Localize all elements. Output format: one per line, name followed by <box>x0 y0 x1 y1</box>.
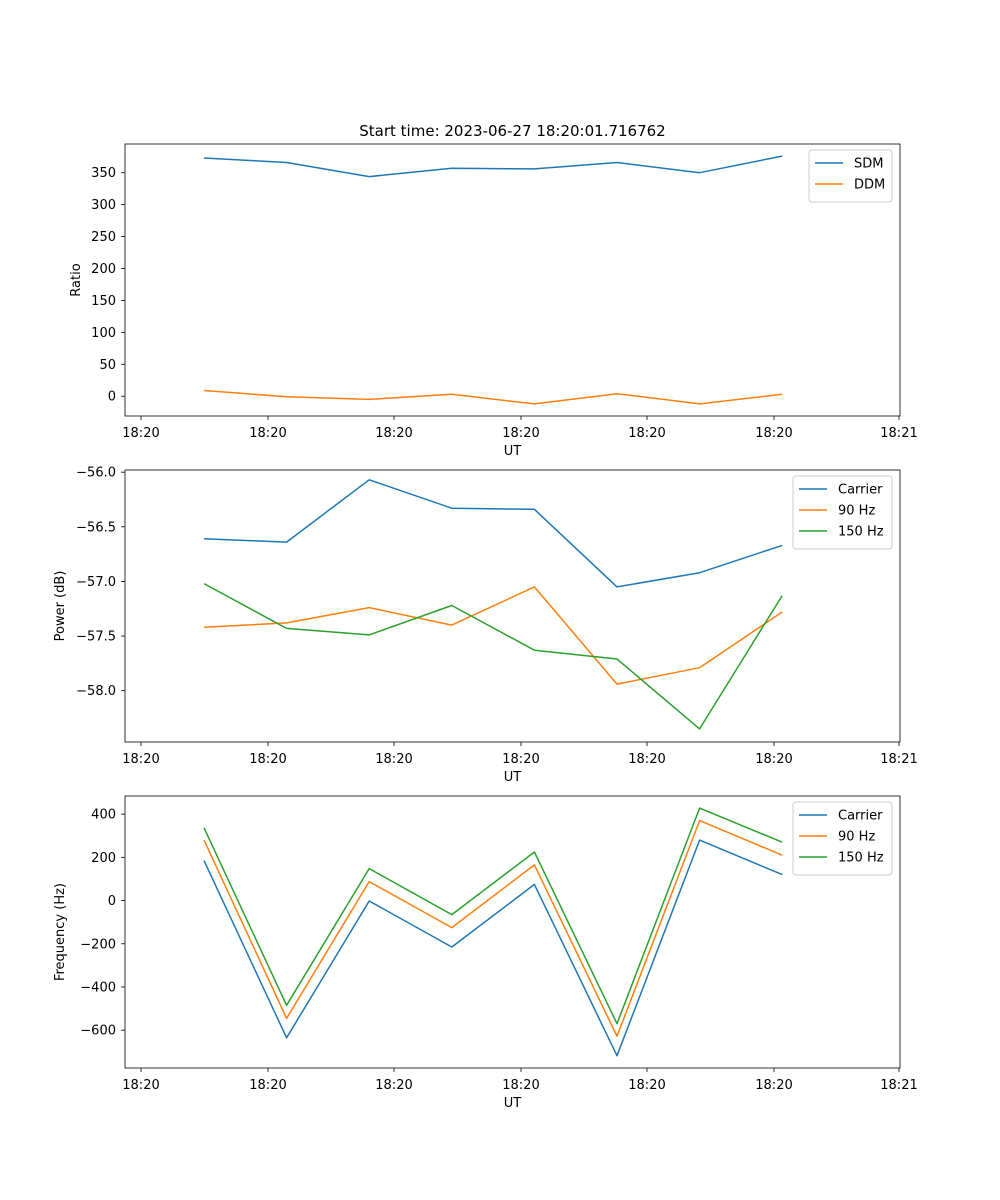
frequency-legend-label: 90 Hz <box>838 830 875 845</box>
frequency-legend: Carrier 90 Hz 150 Hz <box>792 801 893 876</box>
ratio-legend-label: SDM <box>854 157 883 172</box>
ratio-y-tick-label: 50 <box>99 358 116 373</box>
power-x-tick-label: 18:20 <box>122 752 159 767</box>
ratio-series-ddm-line <box>203 389 783 405</box>
frequency-y-tick-label: −400 <box>80 980 116 995</box>
frequency-y-tick-label: 200 <box>91 851 116 866</box>
ratio-x-tick-label: 18:20 <box>375 426 412 441</box>
power-x-tick-label: 18:20 <box>755 752 792 767</box>
frequency-legend-label: Carrier <box>838 809 883 824</box>
ratio-panel: 18:20 18:20 18:20 18:20 18:20 18:20 18:21 0 50 10… <box>69 143 918 459</box>
frequency-series-150-hz-line <box>203 807 783 1025</box>
frequency-x-axis-label: UT <box>504 1096 522 1111</box>
ratio-x-axis-label: UT <box>504 444 522 459</box>
frequency-series-carrier-line <box>203 839 783 1057</box>
power-series-90-hz-line <box>203 586 783 685</box>
ratio-x-tick-label: 18:20 <box>755 426 792 441</box>
ratio-x-tick-label: 18:21 <box>880 426 917 441</box>
power-x-tick-label: 18:20 <box>375 752 412 767</box>
frequency-x-tick-label: 18:20 <box>502 1078 539 1093</box>
ratio-legend: SDM DDM <box>808 149 893 203</box>
power-series-150-hz-line <box>203 582 783 730</box>
ratio-y-tick-label: 350 <box>91 166 116 181</box>
power-legend-label: 90 Hz <box>838 504 875 519</box>
power-legend-label: Carrier <box>838 483 883 498</box>
frequency-x-tick-label: 18:20 <box>122 1078 159 1093</box>
ratio-y-tick-label: 150 <box>91 294 116 309</box>
frequency-y-tick-label: 0 <box>108 894 116 909</box>
frequency-series-90-hz-line <box>203 819 783 1037</box>
frequency-x-tick-label: 18:20 <box>755 1078 792 1093</box>
power-legend-label: 150 Hz <box>838 525 884 540</box>
power-y-tick-label: −56.0 <box>76 466 116 481</box>
ratio-x-tick-label: 18:20 <box>502 426 539 441</box>
ratio-y-tick-label: 250 <box>91 230 116 245</box>
frequency-y-tick-label: −200 <box>80 937 116 952</box>
power-x-tick-label: 18:20 <box>628 752 665 767</box>
power-legend: Carrier 90 Hz 150 Hz <box>792 475 893 550</box>
power-series-carrier-line <box>203 479 783 588</box>
frequency-axes-frame <box>124 795 901 1069</box>
power-x-axis-label: UT <box>504 770 522 785</box>
ratio-y-tick-label: 100 <box>91 326 116 341</box>
power-x-tick-label: 18:20 <box>502 752 539 767</box>
ratio-y-tick-label: 200 <box>91 262 116 277</box>
ratio-x-tick-label: 18:20 <box>628 426 665 441</box>
power-y-tick-label: −56.5 <box>76 520 116 535</box>
ratio-series-sdm-line <box>203 155 783 178</box>
frequency-panel: 18:20 18:20 18:20 18:20 18:20 18:20 18:21 −600 −… <box>53 795 918 1111</box>
power-x-tick-label: 18:20 <box>249 752 286 767</box>
power-panel: 18:20 18:20 18:20 18:20 18:20 18:20 18:21 −58.0… <box>53 466 918 785</box>
frequency-y-tick-label: 400 <box>91 808 116 823</box>
ratio-y-tick-label: 300 <box>91 198 116 213</box>
power-y-tick-label: −57.5 <box>76 630 116 645</box>
frequency-x-tick-label: 18:20 <box>628 1078 665 1093</box>
power-y-tick-label: −57.0 <box>76 575 116 590</box>
power-y-tick-label: −58.0 <box>76 684 116 699</box>
ratio-y-tick-label: 0 <box>108 390 116 405</box>
ratio-x-tick-label: 18:20 <box>249 426 286 441</box>
frequency-y-axis-label: Frequency (Hz) <box>53 883 68 981</box>
ratio-axes-frame <box>124 143 901 417</box>
frequency-x-tick-label: 18:21 <box>880 1078 917 1093</box>
power-x-tick-label: 18:21 <box>880 752 917 767</box>
figure-title: Start time: 2023-06-27 18:20:01.716762 <box>359 122 665 140</box>
power-y-axis-label: Power (dB) <box>53 571 68 642</box>
ratio-y-axis-label: Ratio <box>69 263 84 296</box>
frequency-x-tick-label: 18:20 <box>375 1078 412 1093</box>
power-axes-frame <box>124 469 901 743</box>
frequency-x-tick-label: 18:20 <box>249 1078 286 1093</box>
ratio-legend-label: DDM <box>854 178 885 193</box>
ratio-x-tick-label: 18:20 <box>122 426 159 441</box>
frequency-legend-label: 150 Hz <box>838 851 884 866</box>
frequency-y-tick-label: −600 <box>80 1024 116 1039</box>
